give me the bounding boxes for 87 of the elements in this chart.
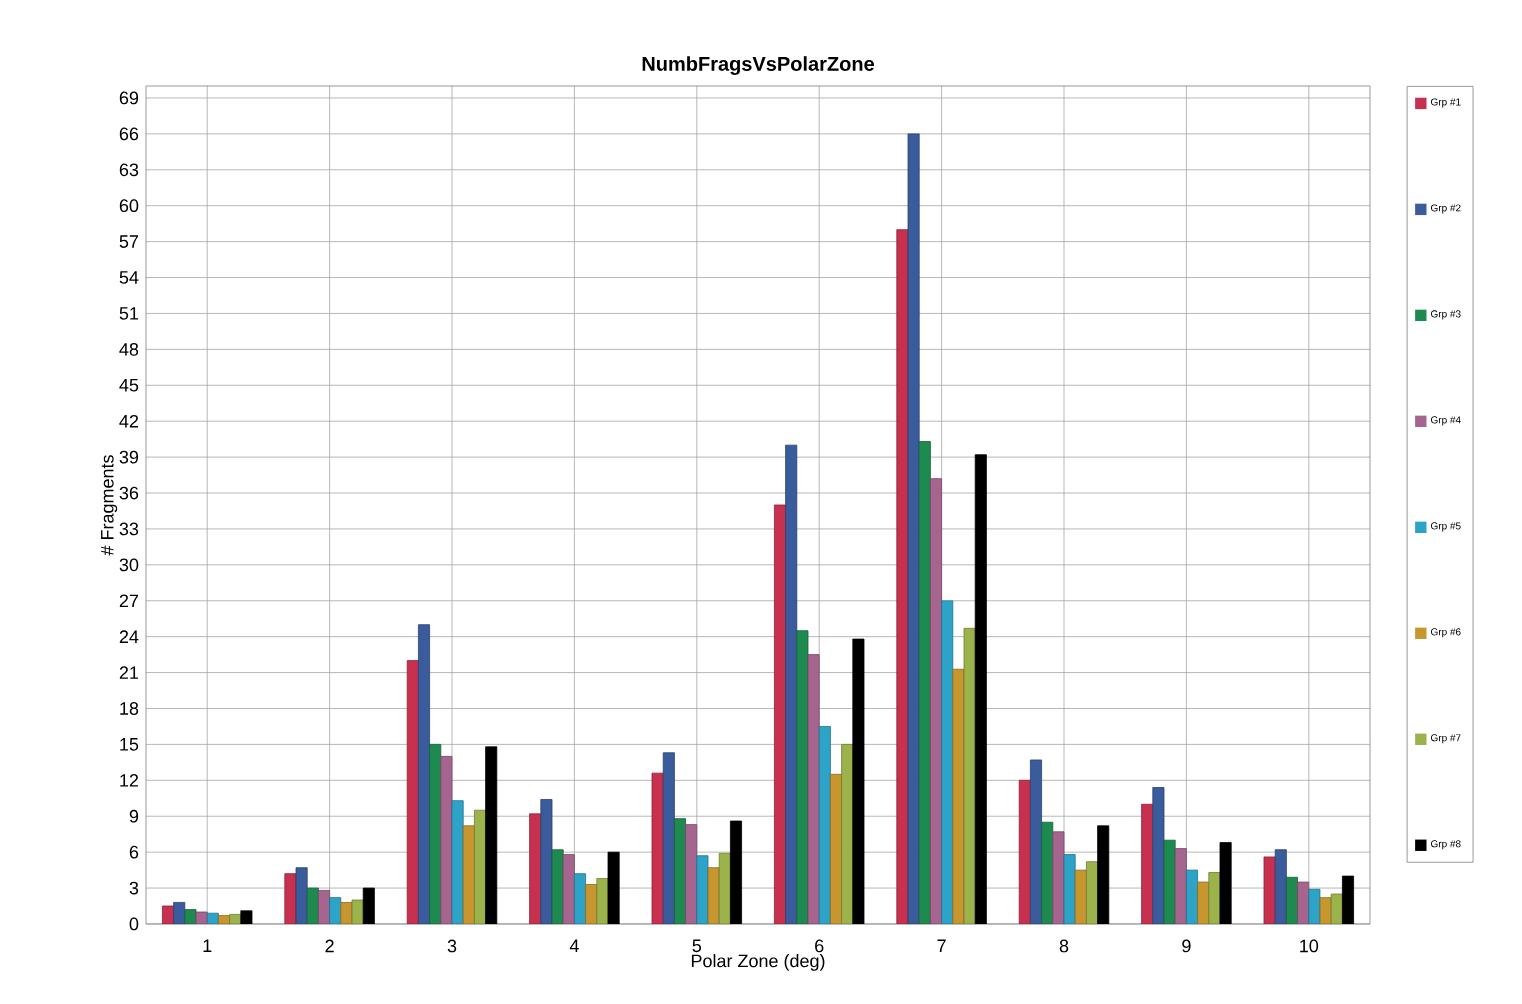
bar: [229, 914, 242, 924]
bar: [1186, 869, 1198, 924]
bar: [818, 726, 831, 924]
bar: [1097, 825, 1110, 924]
y-tick-label: 30: [119, 558, 139, 572]
bar: [1074, 869, 1087, 924]
bar: [329, 897, 342, 924]
bar: [896, 229, 909, 924]
y-tick-label: 66: [119, 127, 139, 141]
y-tick-label: 9: [129, 809, 139, 823]
bar: [852, 638, 865, 924]
y-tick-label: 33: [119, 522, 139, 536]
bar: [707, 867, 720, 924]
bar: [351, 899, 364, 924]
y-tick-label: 51: [119, 307, 139, 320]
y-tick-label: 18: [120, 702, 139, 715]
bar: [774, 504, 786, 924]
bar: [362, 887, 375, 924]
bar: [1208, 872, 1221, 924]
y-tick-label: 57: [119, 235, 139, 248]
y-tick-label: 21: [119, 666, 139, 679]
y-tick-label: 24: [119, 630, 139, 643]
x-axis-title: Polar Zone (deg): [691, 954, 825, 971]
y-tick-label: 60: [119, 199, 139, 213]
x-tick-label: 10: [1300, 939, 1319, 953]
bar: [941, 600, 954, 924]
bar: [696, 855, 709, 924]
chart-title: NumbFragsVsPolarZone: [642, 56, 875, 75]
y-tick-label: 42: [119, 414, 139, 428]
bar: [585, 884, 598, 924]
x-tick-label: 5: [692, 939, 702, 953]
bar: [340, 902, 353, 924]
bar: [607, 851, 620, 924]
bar: [240, 910, 253, 924]
bar: [596, 878, 609, 924]
bar: [1319, 897, 1332, 924]
bar: [963, 627, 976, 924]
bar: [451, 800, 464, 924]
bar: [974, 454, 987, 924]
bar: [952, 668, 965, 924]
bar: [830, 773, 843, 924]
y-tick-label: 6: [129, 845, 139, 859]
bar: [718, 852, 731, 924]
bar: [841, 744, 854, 924]
y-tick-label: 48: [119, 342, 139, 356]
y-tick-label: 69: [119, 91, 139, 105]
y-tick-label: 15: [120, 738, 139, 751]
bar: [1063, 854, 1076, 924]
bar: [206, 912, 219, 924]
y-tick-label: 12: [120, 774, 139, 787]
bar: [218, 915, 231, 924]
bar: [474, 809, 487, 924]
bar: [1086, 861, 1099, 924]
x-tick-label: 2: [325, 939, 334, 953]
bar: [651, 772, 664, 924]
x-tick-label: 1: [203, 939, 212, 952]
x-tick-label: 4: [569, 939, 579, 952]
bar: [162, 905, 175, 924]
x-tick-label: 3: [447, 939, 457, 953]
bar: [1330, 893, 1343, 924]
x-tick-label: 9: [1182, 939, 1191, 953]
y-tick-label: 3: [129, 881, 139, 895]
y-tick-label: 0: [129, 917, 139, 931]
bar: [284, 873, 297, 924]
y-tick-label: 45: [119, 378, 139, 392]
y-tick-label: 63: [119, 163, 139, 177]
bar: [1197, 881, 1210, 924]
bar: [1141, 803, 1154, 924]
bar: [406, 660, 419, 924]
bar: [730, 820, 742, 924]
bar: [462, 825, 475, 924]
bar: [1018, 779, 1031, 924]
x-tick-label: 6: [815, 939, 824, 953]
y-axis-title: # Fragments: [101, 455, 118, 556]
x-tick-label: 8: [1059, 939, 1069, 953]
y-tick-label: 36: [119, 486, 139, 500]
bar: [1342, 875, 1354, 924]
bar: [1308, 888, 1321, 924]
y-tick-label: 27: [119, 594, 139, 608]
bar: [1219, 842, 1232, 924]
bar: [1263, 856, 1276, 924]
y-tick-label: 54: [119, 271, 139, 284]
bar: [529, 813, 542, 924]
bar: [574, 873, 587, 924]
x-tick-label: 7: [937, 939, 946, 952]
y-tick-label: 39: [119, 450, 139, 464]
bar: [485, 746, 498, 924]
